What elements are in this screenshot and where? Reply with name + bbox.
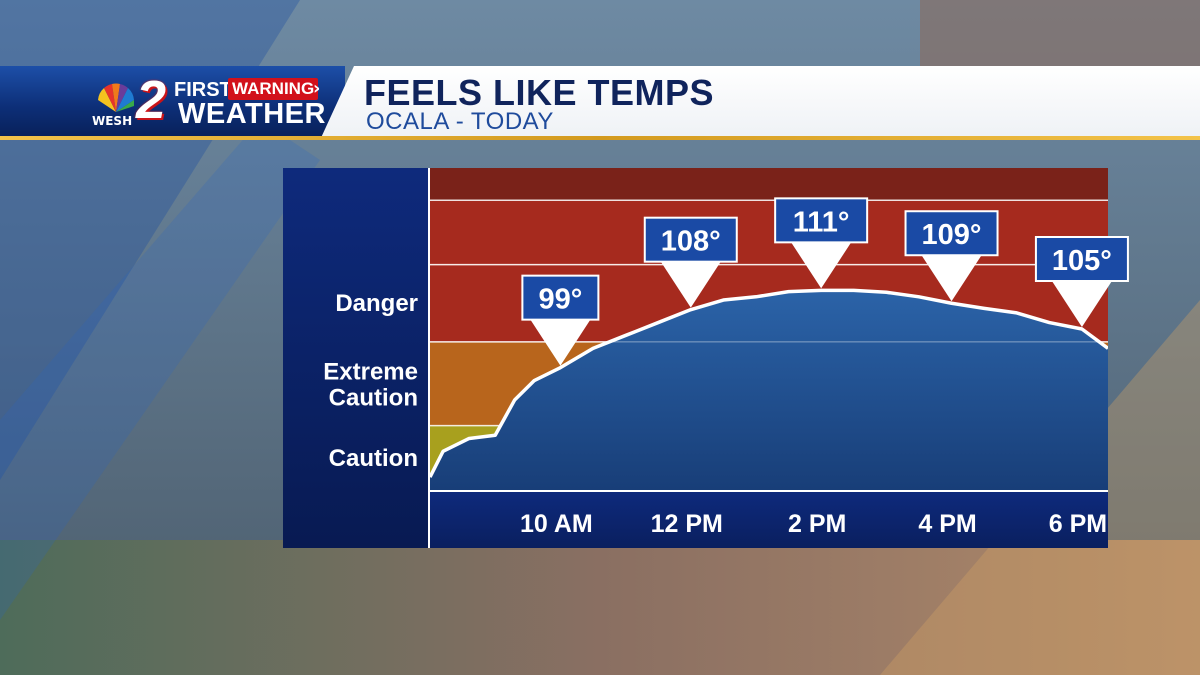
callout-box: [904, 210, 999, 257]
x-tick-label: 6 PM: [1049, 510, 1107, 538]
first-warning-badge: WARNING: [228, 78, 319, 100]
callout-value-label: 108°: [661, 226, 721, 258]
x-tick-label: 2 PM: [788, 510, 846, 538]
header-banner: WESH 2 FIRST WARNING › WEATHER FEELS LIK…: [0, 66, 1200, 140]
callout-box: [643, 216, 738, 263]
callout-box: [774, 197, 869, 244]
callout-pointer: [921, 255, 982, 302]
callout-pointer: [660, 261, 721, 308]
station-call-letters: WESH: [92, 114, 133, 128]
station-logo-block: WESH 2 FIRST WARNING › WEATHER: [0, 66, 345, 140]
page-title: FEELS LIKE TEMPS: [364, 72, 715, 113]
feels-like-area: [430, 290, 1108, 490]
chevron-right-icon: ›: [313, 78, 321, 99]
zone-band: [430, 168, 1108, 201]
callout-pointer: [530, 319, 591, 366]
callout-value-label: 105°: [1052, 245, 1112, 277]
first-warning-first: FIRST: [174, 79, 232, 101]
value-callout: 105°: [1034, 236, 1129, 327]
label-panel: [283, 168, 428, 548]
x-tick-label: 10 AM: [520, 510, 593, 538]
header-accent-line: [0, 136, 1200, 140]
callout-value-label: 99°: [538, 284, 582, 316]
value-callout: 108°: [643, 216, 738, 308]
callout-value-label: 111°: [793, 206, 850, 238]
callout-value-label: 109°: [922, 219, 982, 251]
page-subtitle: OCALA - TODAY: [366, 108, 554, 135]
channel-number: 2: [136, 70, 167, 130]
zone-label: Danger: [335, 290, 418, 317]
callout-pointer: [1051, 281, 1112, 327]
first-warning-weather: WEATHER: [178, 98, 326, 130]
value-callout: 99°: [521, 274, 600, 366]
x-tick-label: 4 PM: [918, 510, 976, 538]
zone-label: Caution: [329, 445, 418, 472]
value-callout: 109°: [904, 210, 999, 302]
peacock-logo-icon: [98, 83, 134, 112]
callout-box: [1034, 236, 1129, 282]
feels-like-line: [430, 288, 1108, 478]
x-tick-label: 12 PM: [651, 510, 723, 538]
value-callout: 111°: [774, 197, 869, 289]
callout-pointer: [791, 242, 852, 289]
axis-bar: [430, 492, 1108, 548]
callout-box: [521, 274, 600, 321]
title-block: [320, 66, 1200, 140]
zone-label: Extreme Caution: [323, 359, 418, 412]
